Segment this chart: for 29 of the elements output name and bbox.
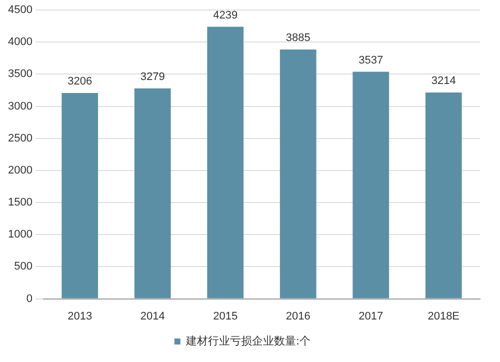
bar [207,26,244,298]
x-tick-label: 2018E [428,310,460,322]
data-label: 3214 [431,75,456,88]
y-tick-label: 2500 [8,132,32,144]
bar [280,49,316,298]
y-tick-label: 2000 [8,164,32,176]
y-tick-label: 1000 [8,228,32,241]
bar [62,93,98,298]
data-label: 3885 [286,32,310,44]
y-tick-label: 3500 [8,68,32,80]
x-tick-label: 2017 [358,310,384,322]
x-tick-label: 2014 [140,310,165,322]
bar [425,92,462,298]
data-label: 4239 [213,9,238,22]
y-tick-label: 4500 [8,4,32,16]
data-label: 3206 [68,76,92,88]
bar [134,88,171,298]
x-tick-label: 2016 [286,310,310,322]
data-label: 3279 [140,70,165,83]
y-tick-label: 4000 [8,36,32,48]
bar [352,72,390,298]
y-tick-label: 3000 [8,100,32,112]
y-tick-label: 0 [26,292,32,305]
legend-label: 建材行业亏损企业数量:个 [184,334,311,348]
data-label: 3537 [358,54,384,66]
y-tick-label: 1500 [8,196,32,209]
x-tick-label: 2015 [213,310,238,322]
y-tick-label: 500 [14,260,32,273]
x-tick-label: 2013 [68,310,92,322]
